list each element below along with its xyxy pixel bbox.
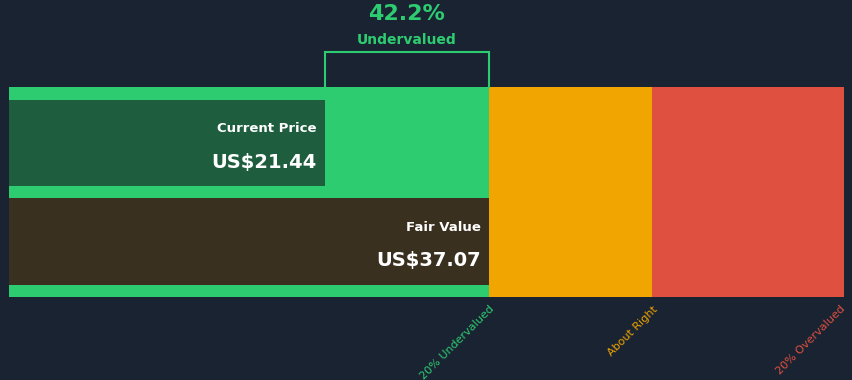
Bar [9, 100, 324, 186]
Text: 42.2%: 42.2% [368, 4, 445, 24]
Text: About Right: About Right [605, 304, 659, 358]
Text: US$37.07: US$37.07 [376, 252, 481, 271]
Text: US$21.44: US$21.44 [210, 153, 316, 172]
Text: Fair Value: Fair Value [406, 221, 481, 234]
Bar [9, 198, 488, 285]
Text: Current Price: Current Price [216, 122, 316, 135]
Bar [9, 87, 488, 297]
Bar [652, 87, 843, 297]
Text: 20% Undervalued: 20% Undervalued [418, 304, 496, 380]
Text: 20% Overvalued: 20% Overvalued [774, 304, 846, 377]
Text: Undervalued: Undervalued [356, 33, 456, 47]
Bar [488, 87, 652, 297]
